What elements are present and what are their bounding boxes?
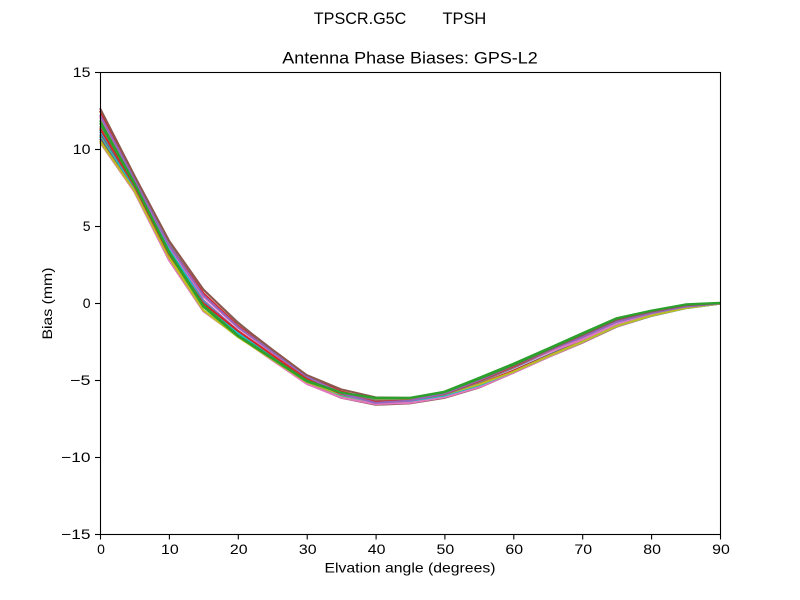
svg-text:50: 50	[437, 541, 455, 557]
svg-text:−15: −15	[61, 526, 91, 542]
svg-text:40: 40	[368, 541, 386, 557]
svg-text:0: 0	[83, 295, 91, 311]
svg-text:5: 5	[83, 218, 91, 234]
svg-text:Antenna Phase Biases: GPS-L2: Antenna Phase Biases: GPS-L2	[282, 49, 538, 68]
svg-text:0: 0	[97, 541, 105, 557]
svg-text:30: 30	[299, 541, 317, 557]
svg-text:20: 20	[230, 541, 248, 557]
svg-text:10: 10	[161, 541, 179, 557]
svg-text:10: 10	[73, 141, 91, 157]
svg-text:70: 70	[574, 541, 592, 557]
svg-text:80: 80	[643, 541, 661, 557]
svg-text:Bias (mm): Bias (mm)	[39, 268, 55, 340]
svg-text:TPSCR.G5C: TPSCR.G5C	[314, 9, 407, 28]
svg-text:TPSH: TPSH	[443, 9, 487, 28]
svg-text:15: 15	[73, 64, 91, 80]
svg-text:60: 60	[505, 541, 523, 557]
svg-text:90: 90	[712, 541, 730, 557]
svg-text:Elvation angle (degrees): Elvation angle (degrees)	[325, 560, 496, 576]
svg-text:−10: −10	[61, 449, 91, 465]
svg-text:−5: −5	[70, 372, 91, 388]
